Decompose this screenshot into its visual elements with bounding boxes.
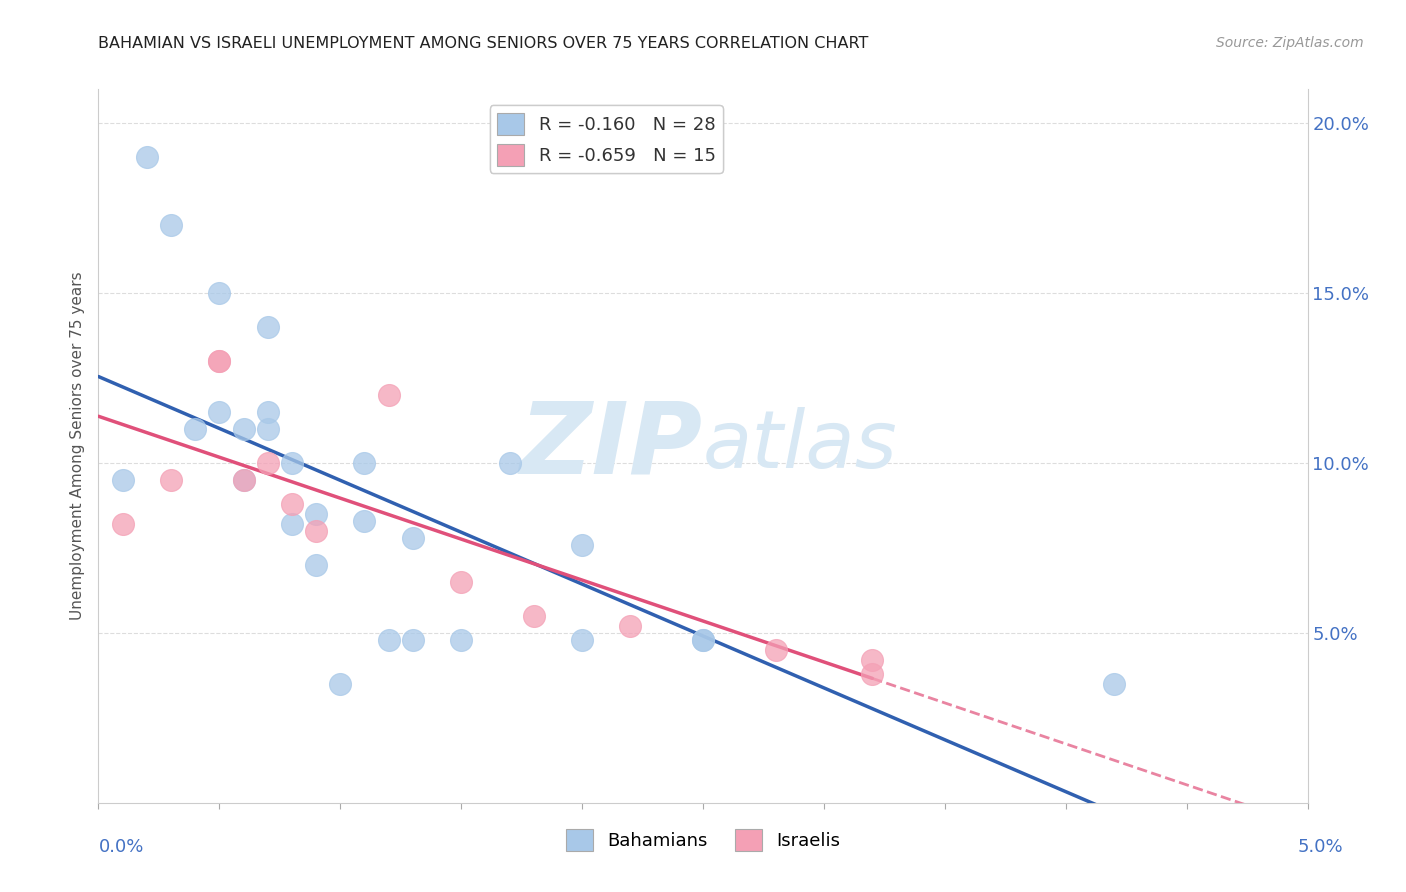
Point — [256, 320, 278, 334]
Point — [111, 473, 134, 487]
Point — [160, 218, 183, 232]
Text: BAHAMIAN VS ISRAELI UNEMPLOYMENT AMONG SENIORS OVER 75 YEARS CORRELATION CHART: BAHAMIAN VS ISRAELI UNEMPLOYMENT AMONG S… — [98, 36, 869, 51]
Point — [208, 354, 231, 368]
Y-axis label: Unemployment Among Seniors over 75 years: Unemployment Among Seniors over 75 years — [69, 272, 84, 620]
Legend: Bahamians, Israelis: Bahamians, Israelis — [558, 822, 848, 858]
Point — [498, 456, 520, 470]
Point — [619, 619, 641, 633]
Point — [232, 473, 254, 487]
Point — [305, 507, 328, 521]
Point — [450, 574, 472, 589]
Point — [232, 422, 254, 436]
Point — [184, 422, 207, 436]
Point — [160, 473, 183, 487]
Point — [208, 405, 231, 419]
Point — [571, 537, 593, 551]
Point — [377, 388, 399, 402]
Point — [329, 677, 352, 691]
Point — [281, 497, 304, 511]
Point — [111, 517, 134, 532]
Point — [765, 643, 787, 657]
Text: Source: ZipAtlas.com: Source: ZipAtlas.com — [1216, 36, 1364, 50]
Point — [377, 632, 399, 647]
Point — [860, 666, 883, 681]
Text: ZIP: ZIP — [520, 398, 703, 494]
Point — [450, 632, 472, 647]
Point — [353, 456, 375, 470]
Point — [305, 558, 328, 572]
Point — [256, 405, 278, 419]
Point — [402, 632, 425, 647]
Text: 5.0%: 5.0% — [1298, 838, 1343, 856]
Point — [353, 514, 375, 528]
Point — [256, 422, 278, 436]
Point — [281, 517, 304, 532]
Point — [571, 632, 593, 647]
Text: 0.0%: 0.0% — [98, 838, 143, 856]
Point — [135, 150, 157, 164]
Point — [523, 608, 546, 623]
Point — [281, 456, 304, 470]
Point — [305, 524, 328, 538]
Point — [208, 354, 231, 368]
Point — [208, 286, 231, 301]
Point — [692, 632, 714, 647]
Point — [232, 473, 254, 487]
Point — [692, 632, 714, 647]
Point — [860, 653, 883, 667]
Text: atlas: atlas — [703, 407, 898, 485]
Point — [1102, 677, 1125, 691]
Point — [256, 456, 278, 470]
Point — [402, 531, 425, 545]
